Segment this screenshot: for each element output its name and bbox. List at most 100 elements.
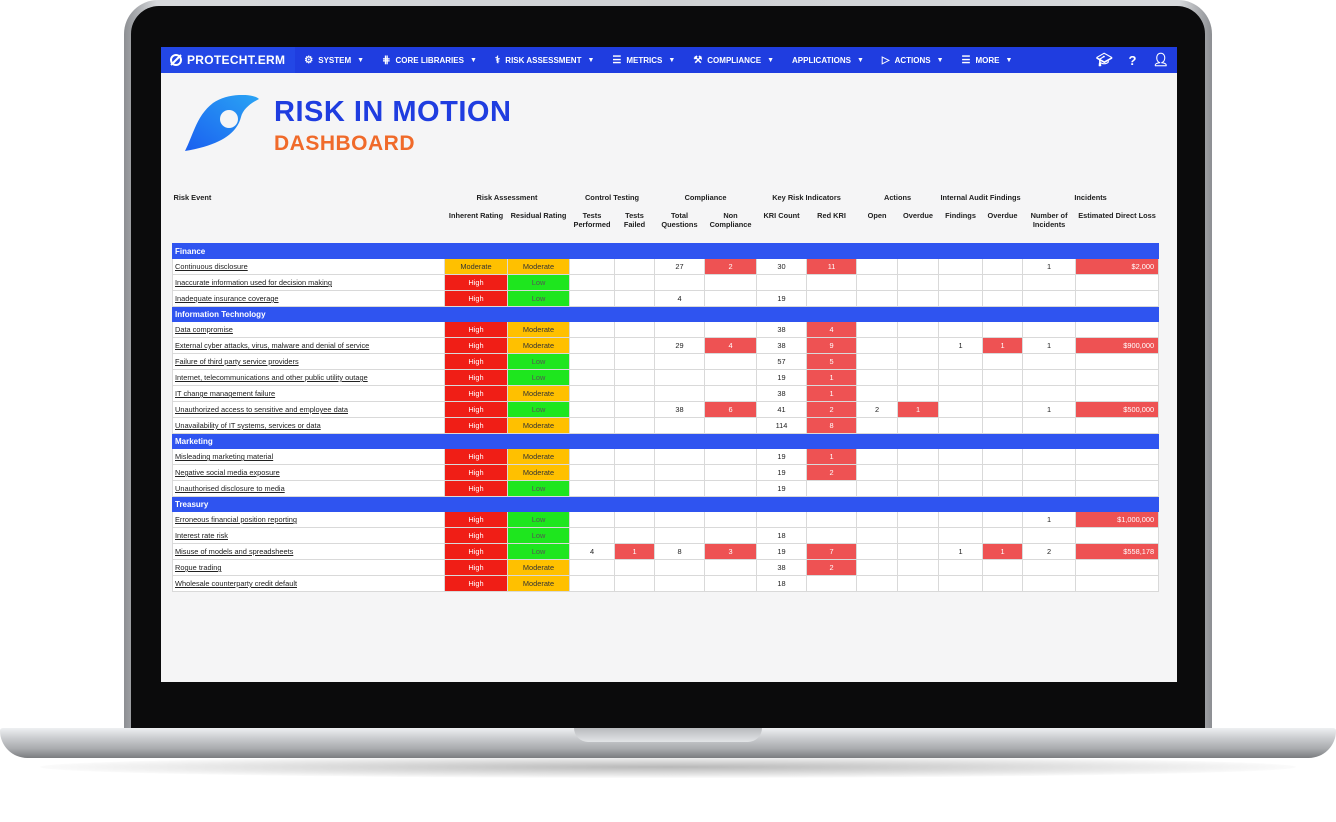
- actions-overdue-cell: [897, 575, 940, 592]
- risk-event-link[interactable]: Interest rate risk: [172, 527, 445, 544]
- incident-count-cell: 1: [1022, 511, 1077, 528]
- subheader-open: Open: [867, 211, 887, 220]
- header-control-testing: Control Testing: [584, 193, 640, 202]
- kri-count-cell: [756, 274, 808, 291]
- total-questions-cell: 38: [654, 401, 705, 418]
- chevron-down-icon: ▼: [1005, 56, 1013, 64]
- non-compliance-cell: 3: [703, 543, 758, 560]
- nav-compliance-label: COMPLIANCE: [707, 55, 762, 65]
- nav-right-icons: 🎓︎ ? 👤︎: [1080, 52, 1177, 68]
- table-row: Unauthorized access to sensitive and emp…: [172, 401, 1160, 418]
- audit-findings-cell: [938, 290, 984, 307]
- tests-performed-cell: [569, 464, 615, 481]
- subheader-overdue: Overdue: [903, 211, 934, 220]
- risk-event-link[interactable]: Unavailability of IT systems, services o…: [172, 417, 445, 434]
- residual-rating-cell: Moderate: [507, 337, 570, 354]
- actions-open-cell: [856, 274, 899, 291]
- tests-failed-cell: [614, 353, 655, 370]
- laptop-shadow: [40, 756, 1296, 778]
- risk-event-link[interactable]: Inaccurate information used for decision…: [172, 274, 445, 291]
- kri-count-cell: 18: [756, 527, 808, 544]
- nav-applications[interactable]: APPLICATIONS ▼: [783, 47, 873, 73]
- inherent-rating-cell: High: [444, 401, 508, 418]
- total-questions-cell: 27: [654, 258, 705, 275]
- risk-event-link[interactable]: External cyber attacks, virus, malware a…: [172, 337, 445, 354]
- nav-compliance[interactable]: ⚒ COMPLIANCE ▼: [684, 47, 783, 73]
- audit-findings-cell: [938, 321, 984, 338]
- estimated-loss-cell: [1075, 527, 1160, 544]
- risk-event-link[interactable]: Internet, telecommunications and other p…: [172, 369, 445, 386]
- header-risk-event: Risk Event: [173, 193, 212, 202]
- red-kri-cell: 4: [806, 321, 858, 338]
- inherent-rating-cell: High: [444, 274, 508, 291]
- risk-event-link[interactable]: Rogue trading: [172, 559, 445, 576]
- risk-event-link[interactable]: Unauthorised disclosure to media: [172, 480, 445, 497]
- user-icon[interactable]: 👤︎: [1152, 52, 1169, 67]
- nav-actions[interactable]: ▷ ACTIONS ▼: [873, 47, 953, 73]
- residual-rating-cell: Low: [507, 274, 570, 291]
- nav-system[interactable]: ⚙ SYSTEM ▼: [295, 47, 373, 73]
- tests-failed-cell: 1: [614, 543, 655, 560]
- category-row: Marketing: [171, 433, 1160, 449]
- actions-overdue-cell: [897, 464, 940, 481]
- subheader-non-compliance: Non Compliance: [709, 211, 752, 229]
- graduation-cap-icon[interactable]: 🎓︎: [1096, 52, 1113, 67]
- nav-metrics[interactable]: ☰ METRICS ▼: [603, 47, 684, 73]
- nav-risk-assessment[interactable]: ⚕ RISK ASSESSMENT ▼: [486, 47, 604, 73]
- subheader-inherent-rating: Inherent Rating: [448, 211, 504, 220]
- help-icon[interactable]: ?: [1128, 52, 1137, 68]
- risk-event-link[interactable]: Negative social media exposure: [172, 464, 445, 481]
- risk-event-link[interactable]: Inadequate insurance coverage: [172, 290, 445, 307]
- nav-more[interactable]: ☰ MORE ▼: [953, 47, 1022, 73]
- audit-findings-cell: [938, 511, 984, 528]
- header-compliance: Compliance: [684, 193, 727, 202]
- kri-count-cell: 19: [756, 464, 808, 481]
- estimated-loss-cell: [1075, 274, 1160, 291]
- non-compliance-cell: [703, 464, 758, 481]
- table-row: Inadequate insurance coverage High Low 4 19: [172, 290, 1160, 307]
- risk-in-motion-logo-icon: [185, 95, 259, 151]
- chevron-down-icon: ▼: [668, 56, 676, 64]
- nav-core-libraries[interactable]: ⋕ CORE LIBRARIES ▼: [373, 47, 486, 73]
- risk-event-link[interactable]: IT change management failure: [172, 385, 445, 402]
- estimated-loss-cell: [1075, 417, 1160, 434]
- category-row: Treasury: [171, 496, 1160, 512]
- risk-event-link[interactable]: Erroneous financial position reporting: [172, 511, 445, 528]
- inherent-rating-cell: High: [444, 290, 508, 307]
- actions-overdue-cell: [897, 337, 940, 354]
- total-questions-cell: [654, 353, 705, 370]
- actions-overdue-cell: [897, 321, 940, 338]
- risk-event-link[interactable]: Unauthorized access to sensitive and emp…: [172, 401, 445, 418]
- audit-overdue-cell: [982, 464, 1024, 481]
- chevron-down-icon: ▼: [587, 56, 595, 64]
- risk-event-link[interactable]: Data compromise: [172, 321, 445, 338]
- risk-event-link[interactable]: Misleading marketing material: [172, 448, 445, 465]
- audit-overdue-cell: [982, 480, 1024, 497]
- risk-event-link[interactable]: Failure of third party service providers: [172, 353, 445, 370]
- tests-failed-cell: [614, 274, 655, 291]
- tests-performed-cell: [569, 448, 615, 465]
- risk-event-link[interactable]: Continuous disclosure: [172, 258, 445, 275]
- gavel-icon: ⚒: [693, 54, 703, 66]
- estimated-loss-cell: [1075, 448, 1160, 465]
- actions-open-cell: [856, 258, 899, 275]
- tests-failed-cell: [614, 511, 655, 528]
- risk-event-link[interactable]: Misuse of models and spreadsheets: [172, 543, 445, 560]
- audit-findings-cell: [938, 385, 984, 402]
- risk-event-link[interactable]: Wholesale counterparty credit default: [172, 575, 445, 592]
- residual-rating-cell: Moderate: [507, 448, 570, 465]
- tests-failed-cell: [614, 448, 655, 465]
- tests-performed-cell: [569, 274, 615, 291]
- tests-failed-cell: [614, 337, 655, 354]
- estimated-loss-cell: $558,178: [1075, 543, 1160, 560]
- brand-logo[interactable]: PROTECHT.ERM: [161, 47, 296, 73]
- header-risk-assessment: Risk Assessment: [476, 193, 538, 202]
- tests-performed-cell: [569, 575, 615, 592]
- header-actions: Actions: [883, 193, 912, 202]
- total-questions-cell: [654, 385, 705, 402]
- audit-findings-cell: [938, 464, 984, 481]
- residual-rating-cell: Moderate: [507, 559, 570, 576]
- inherent-rating-cell: High: [444, 448, 508, 465]
- tests-failed-cell: [614, 321, 655, 338]
- audit-overdue-cell: [982, 321, 1024, 338]
